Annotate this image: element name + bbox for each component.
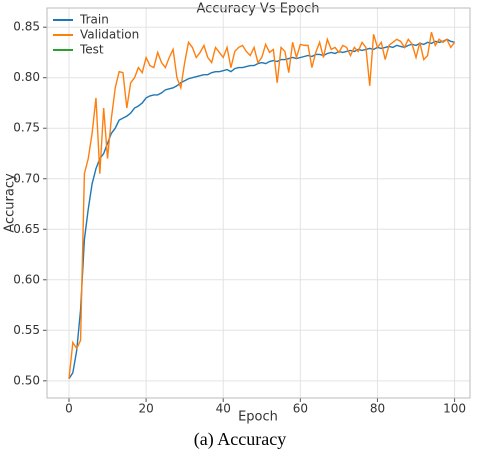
y-tick-label: 0.80: [13, 70, 40, 84]
x-tick-label: 100: [443, 402, 466, 416]
line-series: [68, 32, 456, 379]
y-tick-label: 0.75: [13, 121, 40, 135]
plot-frame: [46, 7, 471, 399]
x-tick-label: 20: [138, 402, 153, 416]
y-tick-label: 0.50: [13, 373, 40, 387]
x-tick-label: 40: [216, 402, 231, 416]
x-axis-label: Epoch: [238, 410, 278, 425]
y-tick-label: 0.70: [13, 171, 40, 185]
line-series: [68, 38, 455, 380]
caption: (a) Accuracy: [194, 429, 286, 450]
x-tick-label: 0: [65, 402, 73, 416]
y-tick-label: 0.85: [13, 20, 40, 34]
chart-title: Accuracy Vs Epoch: [196, 2, 319, 17]
legend-label: Validation: [80, 28, 139, 42]
x-tick-label: 80: [370, 402, 385, 416]
y-tick-label: 0.60: [13, 272, 40, 286]
y-axis-label: Accuracy: [3, 173, 18, 233]
legend-label: Test: [79, 43, 104, 57]
x-tick-label: 60: [293, 402, 308, 416]
legend-label: Train: [79, 13, 109, 27]
y-tick-label: 0.65: [13, 222, 40, 236]
y-tick-label: 0.55: [13, 323, 40, 337]
